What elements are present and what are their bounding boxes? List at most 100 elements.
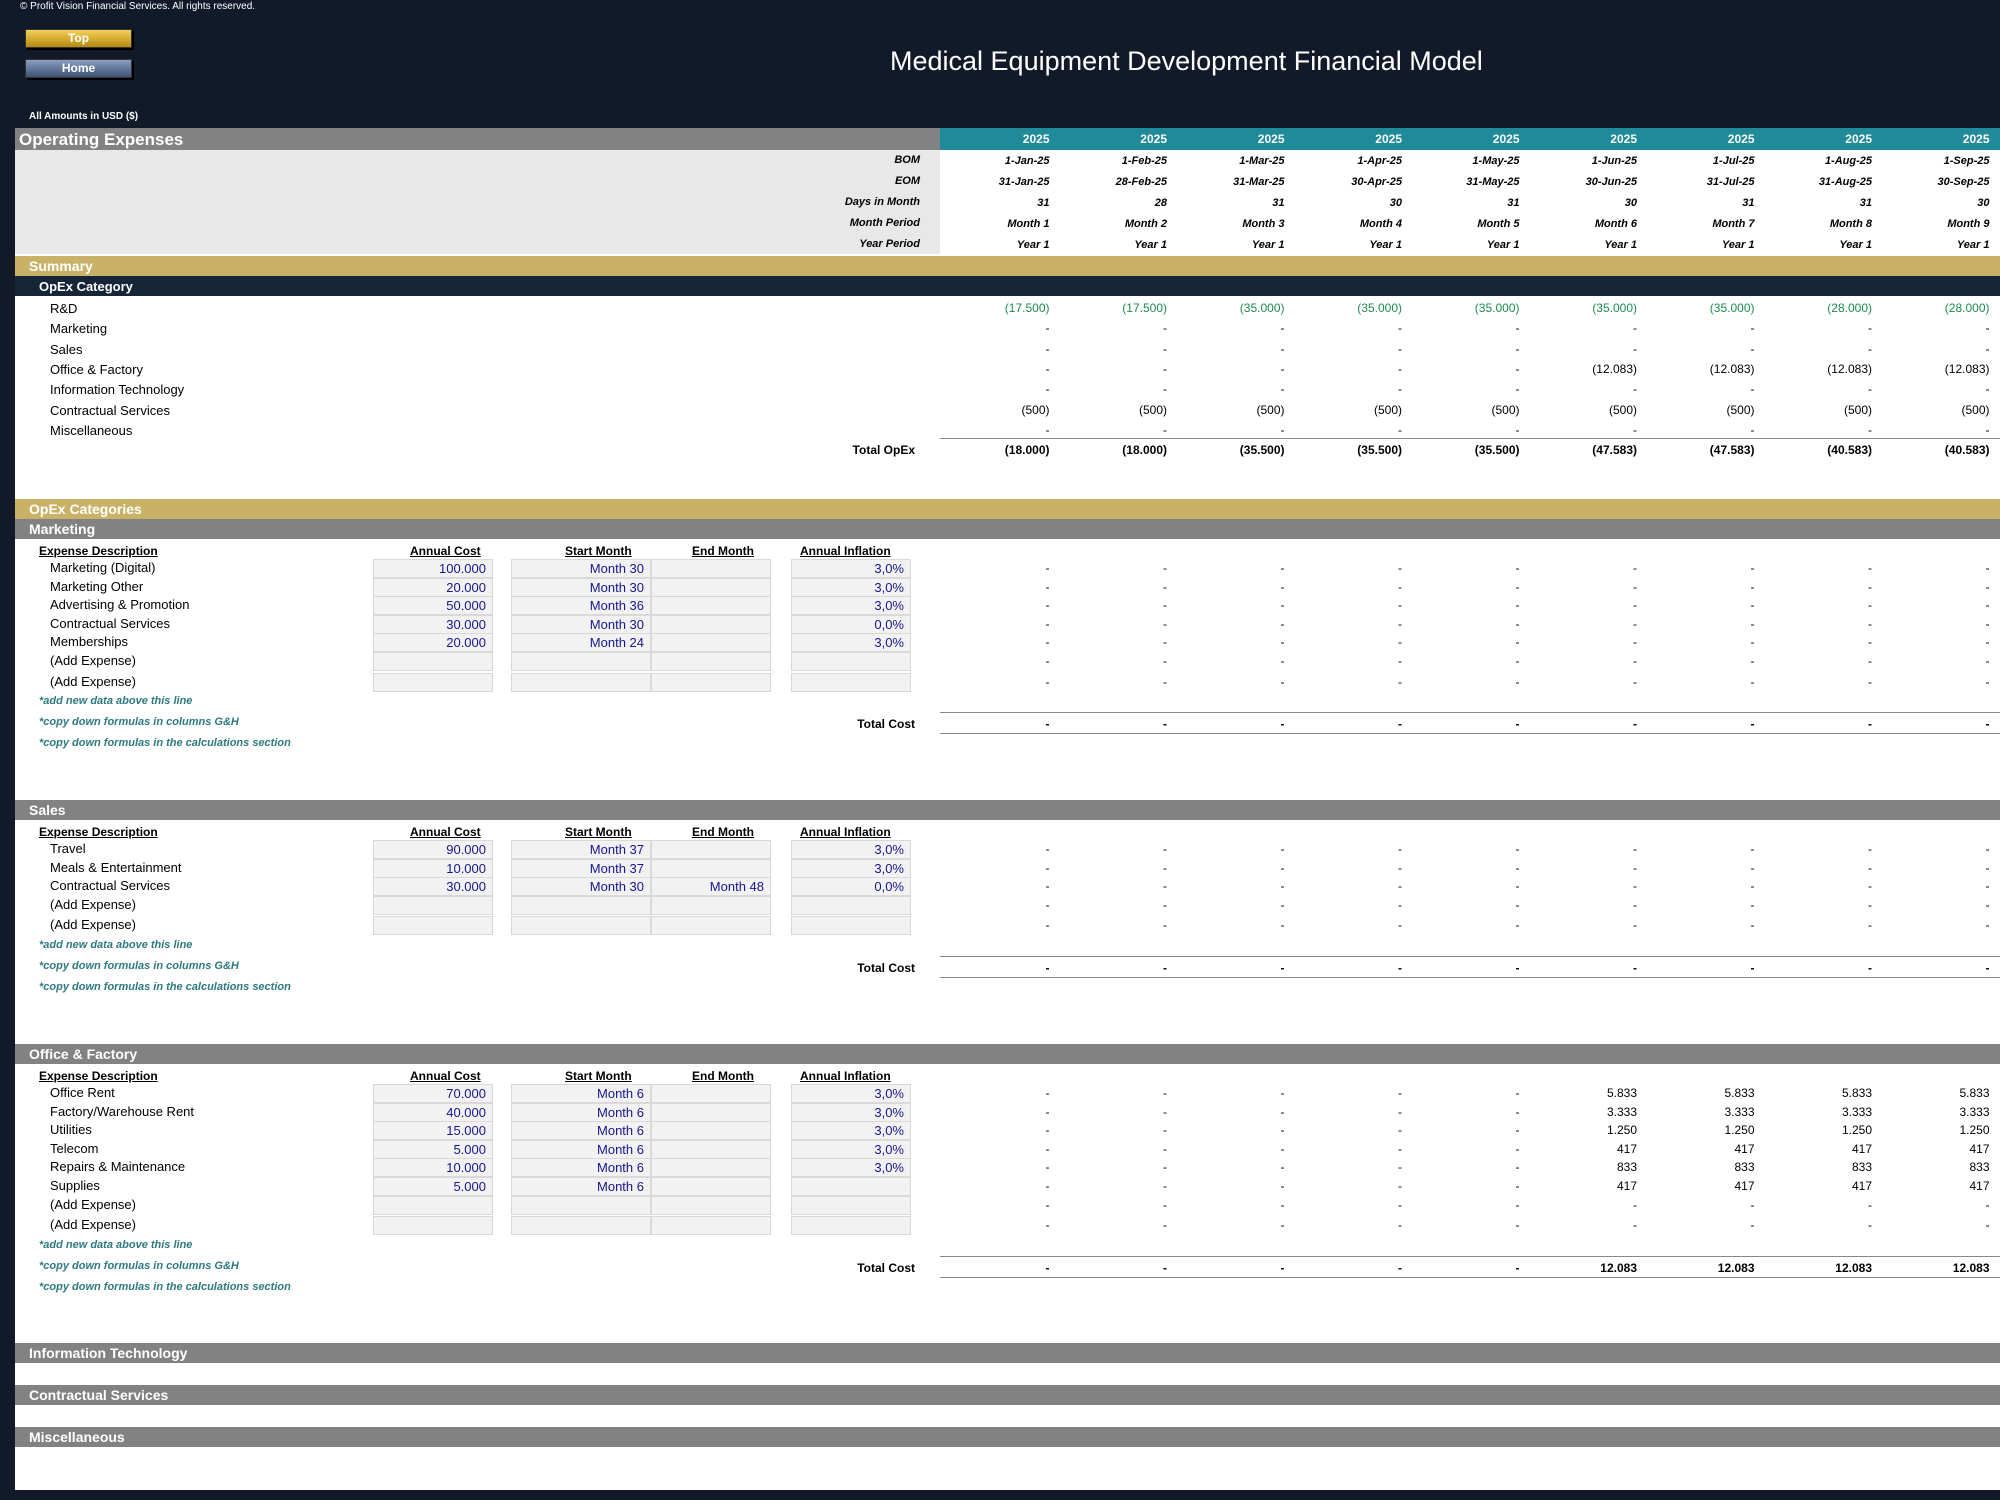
annual-cost-input[interactable] xyxy=(373,1216,493,1236)
expense-description[interactable]: Travel xyxy=(50,841,86,856)
end-month-input[interactable] xyxy=(651,1102,771,1122)
annual-inflation-input[interactable]: 3,0% xyxy=(791,577,911,597)
start-month-input[interactable]: Month 37 xyxy=(511,840,651,859)
annual-cost-input[interactable]: 15.000 xyxy=(373,1121,493,1141)
start-month-input[interactable]: Month 6 xyxy=(511,1158,651,1178)
start-month-input[interactable]: Month 30 xyxy=(511,577,651,597)
start-month-input[interactable]: Month 6 xyxy=(511,1177,651,1196)
expense-description[interactable]: Advertising & Promotion xyxy=(50,597,190,613)
end-month-input[interactable] xyxy=(651,652,771,671)
start-month-input[interactable]: Month 30 xyxy=(511,614,651,634)
annual-inflation-input[interactable]: 0,0% xyxy=(791,614,911,634)
end-month-input[interactable]: Month 48 xyxy=(651,877,771,897)
annual-cost-input[interactable]: 70.000 xyxy=(373,1084,493,1103)
start-month-input[interactable]: Month 6 xyxy=(511,1121,651,1141)
annual-cost-input[interactable] xyxy=(373,652,493,671)
end-month-input[interactable] xyxy=(651,1158,771,1178)
collapsed-section-bar[interactable] xyxy=(15,1427,2000,1447)
annual-cost-input[interactable]: 30.000 xyxy=(373,614,493,634)
expense-description[interactable]: Office Rent xyxy=(50,1085,115,1100)
start-month-input[interactable]: Month 24 xyxy=(511,633,651,653)
start-month-input[interactable]: Month 36 xyxy=(511,596,651,616)
end-month-input[interactable] xyxy=(651,895,771,915)
expense-description[interactable]: (Add Expense) xyxy=(50,653,136,668)
expense-description[interactable]: Repairs & Maintenance xyxy=(50,1159,186,1175)
collapsed-section-bar[interactable] xyxy=(15,1385,2000,1405)
end-month-input[interactable] xyxy=(651,840,771,859)
annual-cost-input[interactable] xyxy=(373,1195,493,1215)
annual-cost-input[interactable]: 10.000 xyxy=(373,1158,493,1178)
start-month-input[interactable] xyxy=(511,672,651,692)
end-month-input[interactable] xyxy=(651,633,771,653)
end-month-input[interactable] xyxy=(651,916,771,936)
end-month-input[interactable] xyxy=(651,1195,771,1215)
annual-inflation-input[interactable]: 3,0% xyxy=(791,858,911,878)
annual-cost-input[interactable]: 5.000 xyxy=(373,1177,493,1196)
expense-description[interactable]: (Add Expense) xyxy=(50,1196,136,1212)
annual-inflation-input[interactable] xyxy=(791,652,911,671)
annual-inflation-input[interactable]: 3,0% xyxy=(791,596,911,616)
annual-cost-input[interactable] xyxy=(373,672,493,692)
expense-description[interactable]: (Add Expense) xyxy=(50,1217,136,1233)
annual-cost-input[interactable]: 50.000 xyxy=(373,596,493,616)
start-month-input[interactable]: Month 6 xyxy=(511,1139,651,1159)
end-month-input[interactable] xyxy=(651,858,771,878)
start-month-input[interactable] xyxy=(511,895,651,915)
expense-description[interactable]: Marketing (Digital) xyxy=(50,560,156,575)
expense-description[interactable]: (Add Expense) xyxy=(50,917,136,933)
top-button[interactable]: Top xyxy=(25,29,132,48)
expense-description[interactable]: Utilities xyxy=(50,1122,92,1138)
annual-inflation-input[interactable]: 3,0% xyxy=(791,1121,911,1141)
annual-inflation-input[interactable] xyxy=(791,916,911,936)
start-month-input[interactable]: Month 30 xyxy=(511,559,651,578)
expense-description[interactable]: Memberships xyxy=(50,634,129,650)
start-month-input[interactable]: Month 6 xyxy=(511,1084,651,1103)
collapsed-section-bar[interactable] xyxy=(15,1343,2000,1363)
annual-inflation-input[interactable] xyxy=(791,1216,911,1236)
annual-inflation-input[interactable]: 3,0% xyxy=(791,1158,911,1178)
end-month-input[interactable] xyxy=(651,577,771,597)
end-month-input[interactable] xyxy=(651,1216,771,1236)
expense-description[interactable]: Telecom xyxy=(50,1140,99,1156)
start-month-input[interactable] xyxy=(511,1216,651,1236)
expense-description[interactable]: Marketing Other xyxy=(50,578,144,594)
annual-cost-input[interactable]: 40.000 xyxy=(373,1102,493,1122)
annual-inflation-input[interactable] xyxy=(791,1177,911,1196)
annual-cost-input[interactable]: 90.000 xyxy=(373,840,493,859)
annual-cost-input[interactable]: 20.000 xyxy=(373,633,493,653)
annual-inflation-input[interactable] xyxy=(791,672,911,692)
start-month-input[interactable]: Month 6 xyxy=(511,1102,651,1122)
annual-cost-input[interactable]: 10.000 xyxy=(373,858,493,878)
start-month-input[interactable]: Month 30 xyxy=(511,877,651,897)
start-month-input[interactable] xyxy=(511,916,651,936)
annual-cost-input[interactable] xyxy=(373,916,493,936)
annual-inflation-input[interactable]: 0,0% xyxy=(791,877,911,897)
end-month-input[interactable] xyxy=(651,672,771,692)
annual-inflation-input[interactable]: 3,0% xyxy=(791,559,911,578)
annual-inflation-input[interactable] xyxy=(791,1195,911,1215)
annual-inflation-input[interactable]: 3,0% xyxy=(791,633,911,653)
annual-inflation-input[interactable]: 3,0% xyxy=(791,1139,911,1159)
expense-description[interactable]: Factory/Warehouse Rent xyxy=(50,1103,195,1119)
annual-inflation-input[interactable]: 3,0% xyxy=(791,1102,911,1122)
annual-inflation-input[interactable]: 3,0% xyxy=(791,840,911,859)
start-month-input[interactable] xyxy=(511,1195,651,1215)
start-month-input[interactable] xyxy=(511,652,651,671)
end-month-input[interactable] xyxy=(651,1139,771,1159)
annual-inflation-input[interactable] xyxy=(791,895,911,915)
annual-cost-input[interactable] xyxy=(373,895,493,915)
end-month-input[interactable] xyxy=(651,614,771,634)
expense-description[interactable]: Contractual Services xyxy=(50,878,170,894)
annual-inflation-input[interactable]: 3,0% xyxy=(791,1084,911,1103)
annual-cost-input[interactable]: 20.000 xyxy=(373,577,493,597)
end-month-input[interactable] xyxy=(651,1177,771,1196)
end-month-input[interactable] xyxy=(651,1084,771,1103)
home-button[interactable]: Home xyxy=(25,59,132,78)
expense-description[interactable]: (Add Expense) xyxy=(50,896,136,912)
expense-description[interactable]: Contractual Services xyxy=(50,615,170,631)
start-month-input[interactable]: Month 37 xyxy=(511,858,651,878)
annual-cost-input[interactable]: 100.000 xyxy=(373,559,493,578)
end-month-input[interactable] xyxy=(651,596,771,616)
end-month-input[interactable] xyxy=(651,1121,771,1141)
expense-description[interactable]: Supplies xyxy=(50,1178,100,1193)
